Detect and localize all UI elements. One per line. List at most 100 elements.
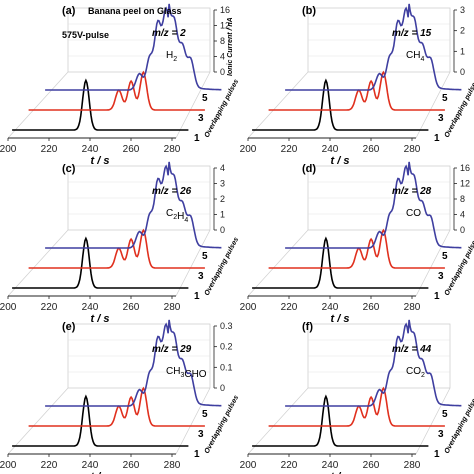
panel-label: (c) [62, 163, 76, 175]
x-tick-label: 240 [322, 460, 339, 471]
series-line-3 [268, 228, 445, 269]
species-label: CH4 [406, 50, 424, 63]
x-tick-label: 200 [240, 302, 257, 313]
panel-label: (f) [302, 321, 313, 333]
pulse-tick-label: 5 [202, 93, 208, 104]
x-tick-label: 280 [164, 460, 181, 471]
x-tick-label: 260 [363, 144, 380, 155]
z-tick-label: 0.1 [220, 362, 233, 372]
mz-label: m/z = 15 [392, 28, 432, 39]
panel-label: (d) [302, 163, 316, 175]
z-tick-label: 0 [220, 383, 225, 393]
x-tick-label: 260 [363, 460, 380, 471]
current-axis-label: Ionic Current / nA [227, 17, 234, 76]
z-tick-label: 16 [460, 163, 470, 173]
mz-label: m/z = 2 [152, 28, 186, 39]
x-tick-label: 280 [164, 144, 181, 155]
x-axis-title: t / s [331, 155, 350, 167]
x-tick-label: 280 [404, 460, 421, 471]
pulse-tick-label: 1 [434, 291, 440, 302]
x-tick-label: 240 [82, 460, 99, 471]
series-line-3 [28, 70, 205, 111]
series-line-1 [12, 236, 189, 289]
floor-edge-left [247, 229, 309, 297]
z-tick-label: 0 [460, 67, 465, 77]
series-line-1 [12, 394, 189, 447]
pulse-tick-label: 3 [198, 429, 204, 440]
z-tick-label: 8 [220, 36, 225, 46]
species-label: CO2 [406, 366, 425, 379]
mz-label: m/z = 29 [152, 344, 192, 355]
mz-label: m/z = 28 [392, 186, 432, 197]
pulse-tick-label: 1 [194, 291, 200, 302]
x-tick-label: 220 [41, 144, 58, 155]
z-tick-label: 0 [220, 225, 225, 235]
species-label: CO [406, 208, 421, 219]
x-tick-label: 240 [322, 144, 339, 155]
mz-label: m/z = 26 [152, 186, 192, 197]
x-tick-label: 220 [41, 460, 58, 471]
chart-panel-d: 1 3 5 200 220 240 260 280 0 4 8 12 16 Overlapping pul… [240, 161, 474, 325]
pulse-tick-label: 1 [434, 133, 440, 144]
x-tick-label: 260 [123, 302, 140, 313]
series-line-3 [268, 386, 445, 427]
pulse-axis-label: Overlapping pulses [204, 394, 241, 455]
pulse-tick-label: 5 [442, 409, 448, 420]
mz-label: m/z = 44 [392, 344, 432, 355]
pulse-axis-label: Overlapping pulses [444, 236, 474, 297]
species-label: CH3CHO [166, 366, 207, 380]
pulse-tick-label: 1 [434, 449, 440, 460]
floor-edge-left [7, 229, 69, 297]
x-tick-label: 220 [41, 302, 58, 313]
pulse-tick-label: 3 [198, 271, 204, 282]
z-tick-label: 4 [220, 163, 225, 173]
z-tick-label: 1 [460, 46, 465, 56]
x-tick-label: 260 [363, 302, 380, 313]
floor-edge-left [7, 387, 69, 455]
series-line-5 [285, 161, 462, 249]
x-tick-label: 240 [322, 302, 339, 313]
x-tick-label: 220 [281, 144, 298, 155]
panel-label: (e) [62, 321, 76, 333]
pulse-tick-label: 3 [438, 429, 444, 440]
z-tick-label: 3 [220, 179, 225, 189]
z-tick-label: 12 [220, 21, 230, 31]
chart-panel-c: 1 3 5 200 220 240 260 280 0 1 2 3 4 Overlapping pulse… [0, 161, 240, 325]
series-line-1 [252, 236, 429, 289]
pulse-tick-label: 5 [442, 93, 448, 104]
series-line-5 [285, 3, 462, 91]
z-tick-label: 0 [460, 225, 465, 235]
x-tick-label: 200 [0, 302, 17, 313]
x-tick-label: 200 [240, 144, 257, 155]
floor-edge-right [175, 71, 211, 139]
pulse-tick-label: 5 [442, 251, 448, 262]
series-line-5 [45, 3, 222, 91]
x-tick-label: 200 [240, 460, 257, 471]
pulse-tick-label: 3 [438, 113, 444, 124]
series-line-1 [252, 394, 429, 447]
x-tick-label: 280 [164, 302, 181, 313]
x-axis-title: t / s [331, 313, 350, 325]
pulse-axis-label: Overlapping pulses [444, 78, 474, 139]
x-tick-label: 260 [123, 144, 140, 155]
z-tick-label: 8 [460, 194, 465, 204]
x-tick-label: 200 [0, 460, 17, 471]
chart-panel-f: 1 3 5 200 220 240 260 280 Overlapping pulses t / … [240, 319, 474, 474]
chart-panel-a: 1 3 5 200 220 240 260 280 0 4 8 12 16 Overlapping pul… [0, 3, 241, 167]
z-tick-label: 3 [460, 5, 465, 15]
z-tick-label: 0 [220, 67, 225, 77]
floor-edge-left [247, 71, 309, 139]
series-line-5 [45, 161, 222, 249]
series-line-5 [45, 319, 222, 407]
series-line-1 [12, 78, 189, 131]
pulse-tick-label: 5 [202, 251, 208, 262]
z-tick-label: 12 [460, 179, 470, 189]
panel-label: (a) [62, 5, 76, 17]
series-line-3 [28, 386, 205, 427]
pulse-axis-label: Overlapping pulses [204, 78, 241, 139]
pulse-tick-label: 3 [198, 113, 204, 124]
x-tick-label: 200 [0, 144, 17, 155]
z-tick-label: 16 [220, 5, 230, 15]
